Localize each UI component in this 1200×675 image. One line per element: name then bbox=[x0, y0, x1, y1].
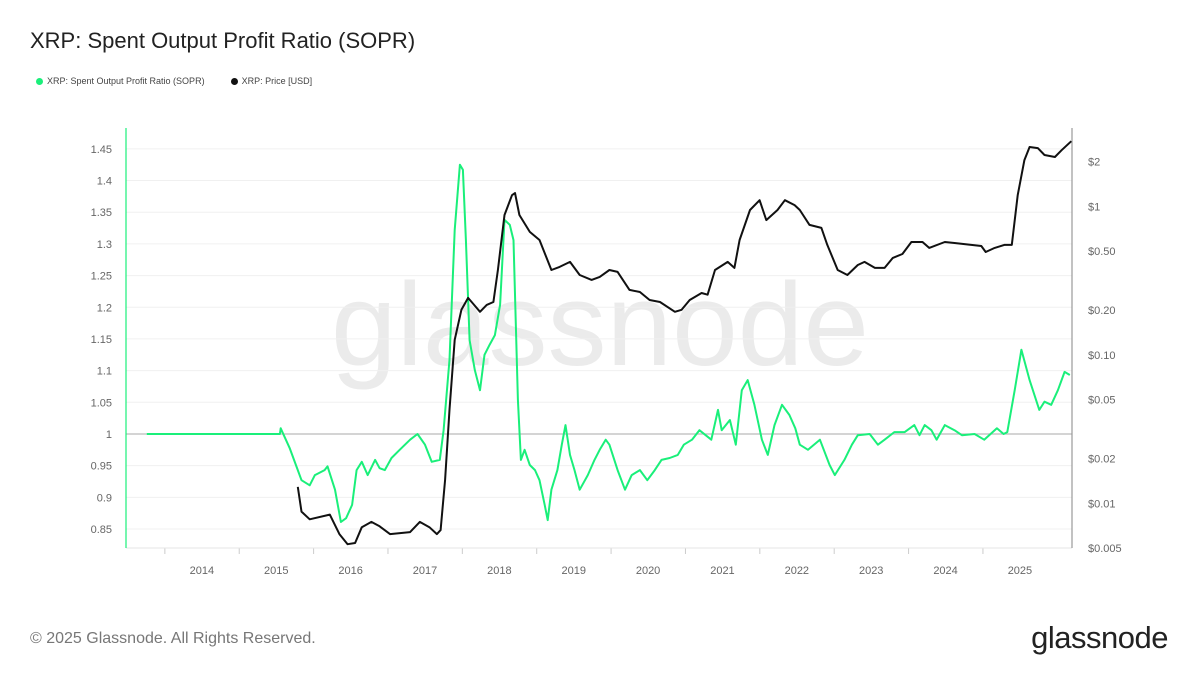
x-tick-label: 2018 bbox=[487, 565, 511, 577]
watermark: glassnode bbox=[331, 259, 869, 391]
y-right-tick-label: $0.01 bbox=[1088, 498, 1116, 510]
x-tick-label: 2025 bbox=[1008, 565, 1032, 577]
x-tick-label: 2023 bbox=[859, 565, 883, 577]
x-tick-label: 2017 bbox=[413, 565, 437, 577]
x-tick-label: 2019 bbox=[561, 565, 585, 577]
y-right-tick-label: $2 bbox=[1088, 157, 1100, 169]
y-right-tick-label: $0.50 bbox=[1088, 246, 1116, 258]
x-tick-label: 2022 bbox=[785, 565, 809, 577]
y-left-tick-label: 0.95 bbox=[91, 461, 112, 473]
y-left-tick-label: 1.25 bbox=[91, 271, 112, 283]
y-left-tick-label: 1.35 bbox=[91, 207, 112, 219]
y-right-tick-label: $0.05 bbox=[1088, 395, 1116, 407]
y-left-tick-label: 1.1 bbox=[97, 366, 112, 378]
y-left-tick-label: 1.15 bbox=[91, 334, 112, 346]
legend-dot-sopr-icon bbox=[36, 77, 43, 85]
legend-item-price[interactable]: XRP: Price [USD] bbox=[230, 76, 313, 86]
x-tick-label: 2016 bbox=[338, 565, 362, 577]
chart-title: XRP: Spent Output Profit Ratio (SOPR) bbox=[30, 28, 416, 53]
y-left-tick-label: 1.4 bbox=[97, 176, 112, 188]
y-right-tick-label: $0.005 bbox=[1088, 543, 1122, 555]
glassnode-logo: glassnode bbox=[1031, 620, 1168, 655]
x-tick-label: 2020 bbox=[636, 565, 660, 577]
y-right-tick-label: $0.02 bbox=[1088, 454, 1116, 466]
y-left-tick-label: 1.05 bbox=[91, 397, 112, 409]
y-left-tick-label: 0.85 bbox=[91, 524, 112, 536]
sopr-line bbox=[146, 163, 1071, 523]
legend-label-price: XRP: Price [USD] bbox=[241, 76, 313, 86]
x-tick-label: 2024 bbox=[933, 565, 957, 577]
y-right-tick-label: $0.20 bbox=[1088, 305, 1116, 317]
y-left-tick-label: 0.9 bbox=[97, 492, 112, 504]
legend: XRP: Spent Output Profit Ratio (SOPR) XR… bbox=[36, 76, 312, 86]
y-left-tick-label: 1.45 bbox=[91, 144, 112, 156]
y-left-tick-label: 1.2 bbox=[97, 302, 112, 314]
y-right-tick-label: $0.10 bbox=[1088, 350, 1116, 362]
legend-item-sopr[interactable]: XRP: Spent Output Profit Ratio (SOPR) bbox=[36, 76, 205, 86]
x-tick-label: 2015 bbox=[264, 565, 288, 577]
x-tick-label: 2021 bbox=[710, 565, 734, 577]
legend-label-sopr: XRP: Spent Output Profit Ratio (SOPR) bbox=[47, 76, 205, 86]
y-right-tick-label: $1 bbox=[1088, 201, 1100, 213]
y-left-tick-label: 1 bbox=[106, 429, 112, 441]
legend-dot-price-icon bbox=[230, 77, 238, 85]
x-tick-label: 2014 bbox=[190, 565, 214, 577]
price-line bbox=[296, 140, 1072, 546]
copyright-footer: © 2025 Glassnode. All Rights Reserved. bbox=[30, 630, 316, 647]
y-left-tick-label: 1.3 bbox=[97, 239, 112, 251]
